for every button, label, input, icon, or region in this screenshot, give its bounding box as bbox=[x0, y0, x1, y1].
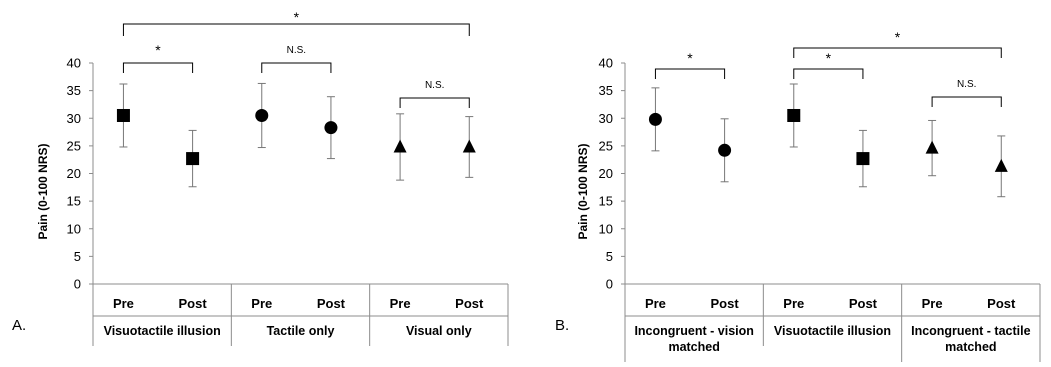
p1-y-tick-label: 30 bbox=[67, 111, 81, 126]
p2-significance-label: N.S. bbox=[957, 79, 976, 90]
p1-data-point-triangle bbox=[462, 139, 476, 153]
p2-y-tick-label: 0 bbox=[606, 277, 613, 292]
p2-x-tick-label: Pre bbox=[783, 296, 804, 311]
p1-y-tick-label: 5 bbox=[74, 249, 81, 264]
p2-x-tick-label: Post bbox=[987, 296, 1016, 311]
p2-data-point-triangle bbox=[994, 158, 1008, 172]
p1-y-tick-label: 10 bbox=[67, 221, 81, 236]
p1-significance-label: N.S. bbox=[287, 45, 306, 56]
p2-group-label: Visuotactile illusion bbox=[774, 324, 891, 338]
p2-y-tick-label: 25 bbox=[599, 138, 613, 153]
p1-data-point-square bbox=[116, 108, 130, 122]
p2-panel-label: B. bbox=[555, 317, 569, 334]
p2-x-tick-label: Pre bbox=[645, 296, 666, 311]
p1-x-tick-label: Post bbox=[317, 296, 346, 311]
p2-significance-label: * bbox=[895, 29, 901, 45]
p1-significance-bracket bbox=[122, 62, 194, 73]
p1-data-point-square bbox=[186, 152, 200, 166]
p2-significance-bracket bbox=[793, 47, 1002, 58]
p1-significance-bracket bbox=[261, 62, 332, 73]
p2-significance-label: * bbox=[687, 50, 693, 66]
p1-x-tick-label: Pre bbox=[390, 296, 411, 311]
p1-x-tick-label: Post bbox=[179, 296, 208, 311]
p1-y-tick-label: 15 bbox=[67, 194, 81, 209]
p2-y-tick-label: 40 bbox=[599, 56, 613, 71]
p2-group-label: matched bbox=[668, 340, 719, 354]
p1-y-axis-title: Pain (0-100 NRS) bbox=[36, 143, 50, 239]
p1-y-tick-label: 25 bbox=[67, 138, 81, 153]
p2-group-label: Incongruent - tactile bbox=[911, 324, 1031, 338]
p2-y-tick-label: 15 bbox=[599, 194, 613, 209]
p1-group-label: Visual only bbox=[406, 324, 472, 338]
p2-y-tick-label: 10 bbox=[599, 221, 613, 236]
p2-y-tick-label: 20 bbox=[599, 166, 613, 181]
p2-significance-bracket bbox=[654, 68, 726, 79]
p1-data-point-circle bbox=[255, 108, 269, 122]
p2-significance-bracket bbox=[793, 68, 864, 79]
p2-significance-label: * bbox=[826, 50, 832, 66]
p2-group-label: matched bbox=[945, 340, 996, 354]
p1-significance-label: N.S. bbox=[425, 80, 444, 91]
p1-data-point-triangle bbox=[393, 139, 407, 153]
p1-x-tick-label: Post bbox=[455, 296, 484, 311]
p2-data-point-circle bbox=[648, 112, 662, 126]
p2-data-point-circle bbox=[718, 143, 732, 157]
p1-significance-bracket bbox=[399, 97, 470, 108]
p2-data-point-square bbox=[856, 152, 870, 166]
p1-group-label: Tactile only bbox=[267, 324, 335, 338]
p1-y-tick-label: 35 bbox=[67, 83, 81, 98]
p1-significance-label: * bbox=[155, 42, 161, 58]
p2-x-tick-label: Pre bbox=[922, 296, 943, 311]
p1-significance-label: * bbox=[294, 9, 300, 25]
p1-y-tick-label: 40 bbox=[67, 56, 81, 71]
p1-panel-label: A. bbox=[12, 317, 26, 334]
p2-y-tick-label: 35 bbox=[599, 83, 613, 98]
p2-group-label: Incongruent - vision bbox=[634, 324, 753, 338]
p1-x-tick-label: Pre bbox=[113, 296, 134, 311]
p1-y-tick-label: 0 bbox=[74, 277, 81, 292]
p2-y-axis-title: Pain (0-100 NRS) bbox=[576, 143, 590, 239]
p2-data-point-square bbox=[787, 108, 801, 122]
p2-significance-bracket bbox=[931, 96, 1002, 107]
p1-x-tick-label: Pre bbox=[251, 296, 272, 311]
p1-y-tick-label: 20 bbox=[67, 166, 81, 181]
p1-data-point-circle bbox=[324, 121, 338, 135]
p2-x-tick-label: Post bbox=[711, 296, 740, 311]
p1-significance-bracket bbox=[122, 23, 470, 36]
p2-x-tick-label: Post bbox=[849, 296, 878, 311]
p2-y-tick-label: 5 bbox=[606, 249, 613, 264]
p1-group-label: Visuotactile illusion bbox=[104, 324, 221, 338]
p2-data-point-triangle bbox=[925, 140, 939, 154]
p2-y-tick-label: 30 bbox=[599, 111, 613, 126]
